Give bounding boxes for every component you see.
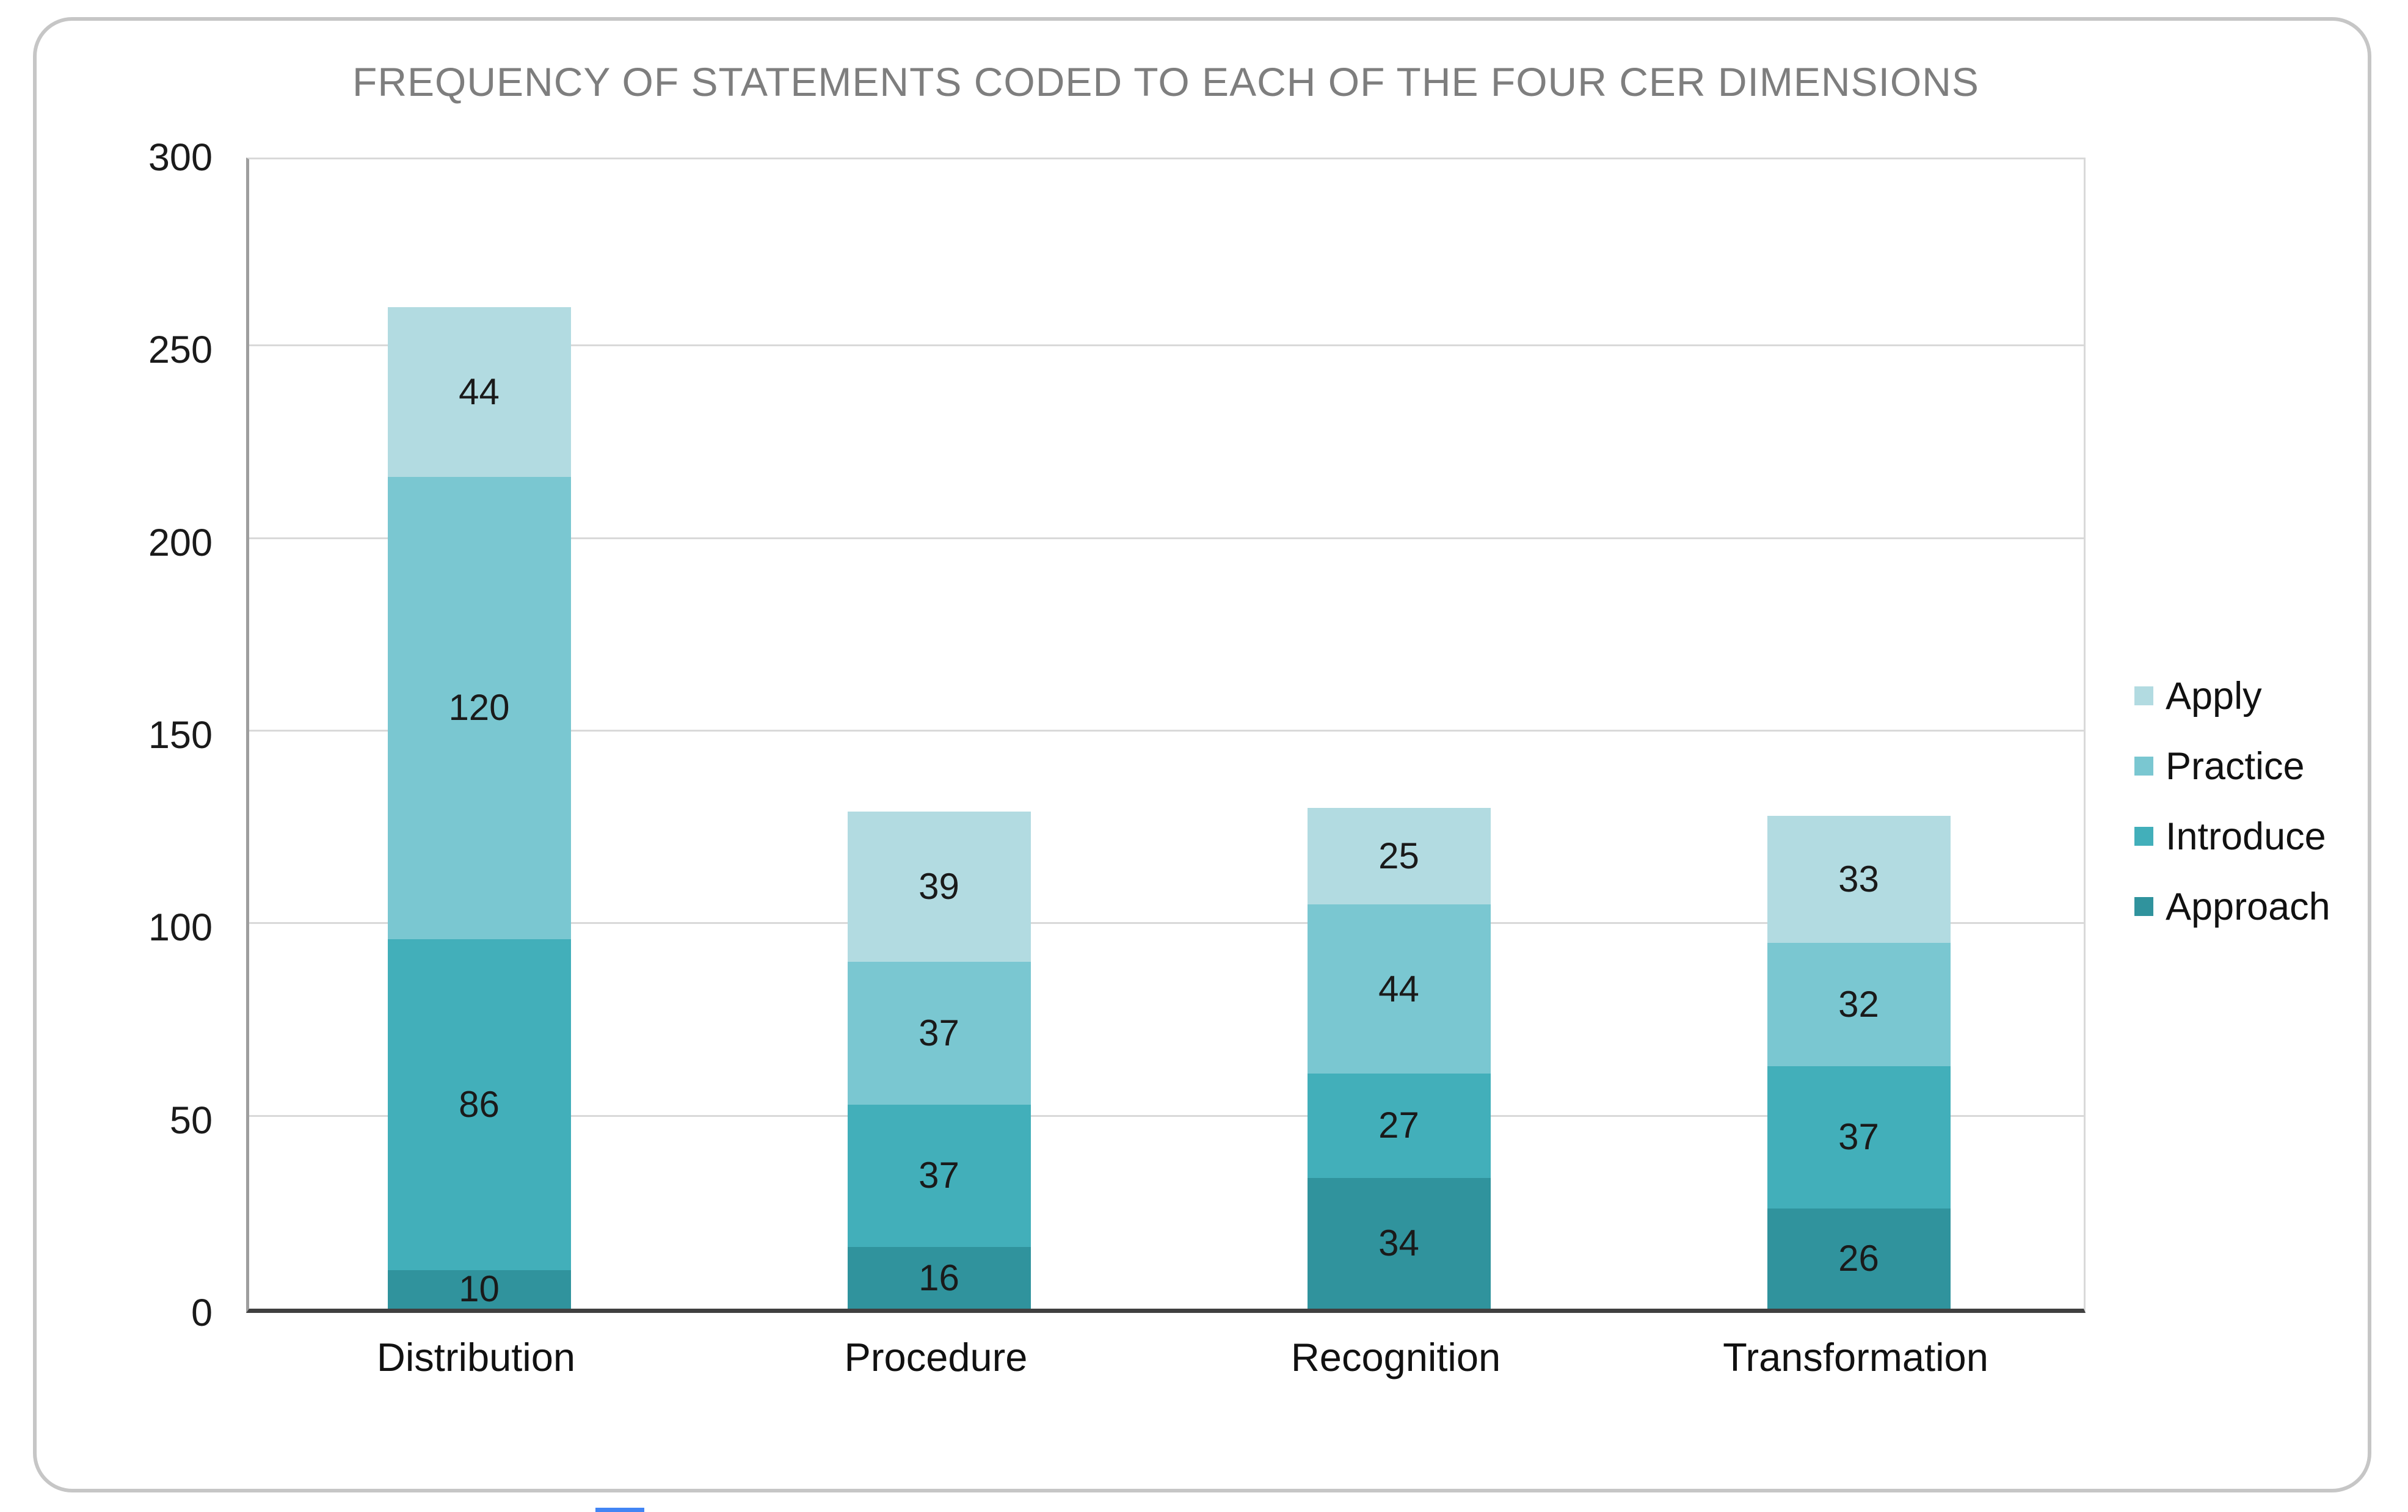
y-axis-tick-label-150: 150: [148, 714, 213, 757]
bar-segment-practice-transformation: 32: [1767, 942, 1951, 1066]
y-axis-tick-label-100: 100: [148, 906, 213, 950]
legend-swatch-icon: [2134, 686, 2153, 705]
x-axis-label-transformation: Transformation: [1723, 1335, 1988, 1379]
chart-title: FREQUENCY OF STATEMENTS CODED TO EACH OF…: [352, 59, 1979, 104]
gridline-250: [249, 344, 2084, 347]
x-axis-label-distribution: Distribution: [376, 1335, 576, 1379]
legend-label-approach: Approach: [2166, 885, 2330, 928]
legend-item-introduce: Introduce: [2134, 801, 2330, 871]
legend-item-practice: Practice: [2134, 731, 2330, 801]
bar-segment-practice-distribution: 120: [387, 476, 571, 939]
segment-value-label: 44: [459, 371, 500, 413]
bar-segment-apply-transformation: 33: [1767, 815, 1951, 943]
segment-value-label: 27: [1378, 1105, 1419, 1146]
bar-segment-approach-distribution: 10: [387, 1268, 571, 1310]
gridline-150: [249, 730, 2084, 732]
y-axis-tick-label-250: 250: [148, 329, 213, 372]
legend-item-approach: Approach: [2134, 871, 2330, 942]
gridline-200: [249, 537, 2084, 539]
bar-segment-apply-distribution: 44: [387, 307, 571, 477]
x-axis-label-recognition: Recognition: [1290, 1335, 1501, 1379]
bar-segment-approach-procedure: 16: [847, 1247, 1031, 1309]
bar-segment-apply-recognition: 25: [1307, 808, 1491, 904]
legend: Apply Practice Introduce Approach: [2134, 661, 2330, 942]
segment-value-label: 120: [448, 687, 510, 729]
bar-segment-introduce-recognition: 27: [1307, 1074, 1491, 1178]
y-axis-tick-label-50: 50: [169, 1099, 213, 1142]
legend-swatch-icon: [2134, 757, 2153, 776]
segment-value-label: 25: [1378, 835, 1419, 876]
segment-value-label: 39: [918, 866, 959, 907]
y-axis-tick-label-200: 200: [148, 521, 213, 564]
bar-segment-approach-recognition: 34: [1307, 1177, 1491, 1309]
segment-value-label: 86: [459, 1083, 500, 1125]
plot-area: 10 86 120 44 16 37 37 39 34 27 44 25 26 37 32 33: [246, 158, 2086, 1313]
bar-segment-practice-procedure: 37: [847, 962, 1031, 1105]
bar-segment-practice-recognition: 44: [1307, 904, 1491, 1074]
segment-value-label: 37: [918, 1155, 959, 1196]
x-axis-label-procedure: Procedure: [844, 1335, 1028, 1379]
bar-recognition: 34 27 44 25: [1307, 808, 1491, 1309]
bar-distribution: 10 86 120 44: [387, 307, 571, 1310]
segment-value-label: 37: [1838, 1116, 1879, 1158]
bar-segment-introduce-distribution: 86: [387, 939, 571, 1270]
bar-segment-approach-transformation: 26: [1767, 1209, 1951, 1309]
gridline-100: [249, 922, 2084, 925]
bar-segment-apply-procedure: 39: [847, 812, 1031, 962]
segment-value-label: 26: [1838, 1238, 1879, 1279]
legend-label-practice: Practice: [2166, 744, 2305, 788]
segment-value-label: 16: [918, 1257, 959, 1298]
legend-item-apply: Apply: [2134, 661, 2330, 731]
bar-procedure: 16 37 37 39: [847, 812, 1031, 1309]
y-axis-tick-label-300: 300: [148, 136, 213, 179]
bottom-accent-line: [595, 1508, 644, 1512]
segment-value-label: 34: [1378, 1222, 1419, 1263]
segment-value-label: 37: [918, 1012, 959, 1054]
legend-label-introduce: Introduce: [2166, 815, 2326, 858]
gridline-50: [249, 1114, 2084, 1117]
legend-swatch-icon: [2134, 897, 2153, 916]
y-axis-tick-label-0: 0: [191, 1292, 213, 1334]
bar-transformation: 26 37 32 33: [1767, 815, 1951, 1309]
segment-value-label: 32: [1838, 983, 1879, 1025]
segment-value-label: 33: [1838, 858, 1879, 900]
segment-value-label: 10: [459, 1268, 500, 1310]
bar-segment-introduce-procedure: 37: [847, 1104, 1031, 1248]
legend-label-apply: Apply: [2166, 674, 2262, 718]
segment-value-label: 44: [1378, 968, 1419, 1009]
bar-segment-introduce-transformation: 37: [1767, 1066, 1951, 1209]
legend-swatch-icon: [2134, 827, 2153, 846]
